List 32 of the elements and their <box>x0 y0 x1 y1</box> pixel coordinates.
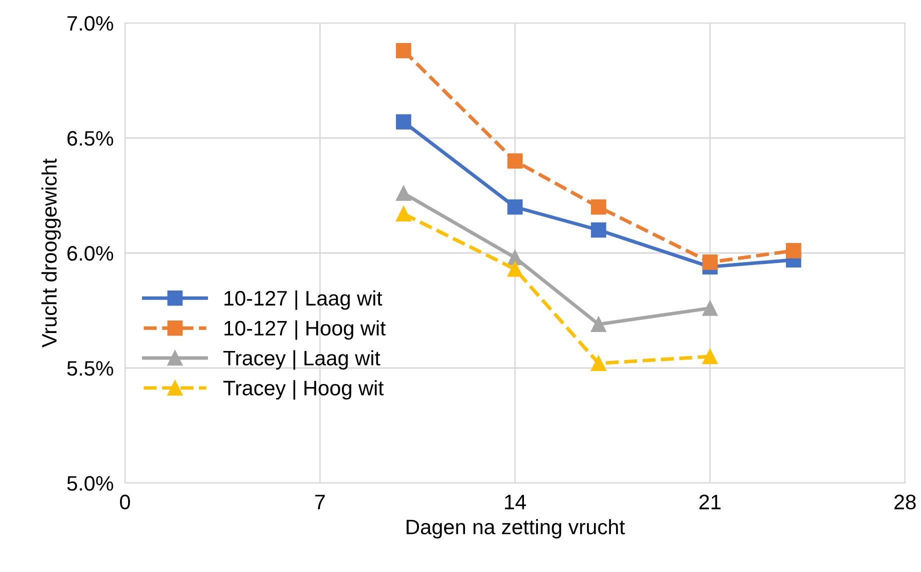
legend-label: Tracey | Laag wit <box>223 350 380 370</box>
legend-label: 10-127 | Hoog wit <box>224 320 386 340</box>
y-axis-title: Vrucht drooggewicht <box>41 158 61 348</box>
point <box>590 199 606 215</box>
point <box>702 300 718 316</box>
y-tick-label: 7.0% <box>67 16 114 31</box>
x-tick-label: 21 <box>699 494 721 510</box>
y-tick-label: 5.5% <box>67 361 114 376</box>
point <box>590 356 606 372</box>
x-axis-title: Dagen na zetting vrucht <box>406 519 625 539</box>
point <box>396 114 412 130</box>
point <box>507 153 523 169</box>
y-tick-label: 5.0% <box>67 476 114 491</box>
x-tick-label: 14 <box>505 494 526 510</box>
point <box>507 250 523 266</box>
legend-label: 10-127 | Laag wit <box>224 290 382 310</box>
y-tick-label: 6.5% <box>67 131 114 146</box>
point <box>786 243 802 258</box>
point <box>396 186 412 201</box>
point <box>590 316 606 332</box>
point <box>396 42 412 58</box>
point <box>396 206 412 222</box>
point <box>702 348 718 364</box>
y-tick-label: 6.0% <box>67 246 114 261</box>
x-tick-label: 28 <box>894 494 916 510</box>
point <box>507 261 523 277</box>
point <box>507 199 523 215</box>
point <box>590 222 606 238</box>
point <box>702 254 718 270</box>
x-tick-label: 7 <box>315 494 325 510</box>
legend-label: Tracey | Hoog wit <box>223 380 384 400</box>
x-tick-label: 0 <box>120 494 130 510</box>
